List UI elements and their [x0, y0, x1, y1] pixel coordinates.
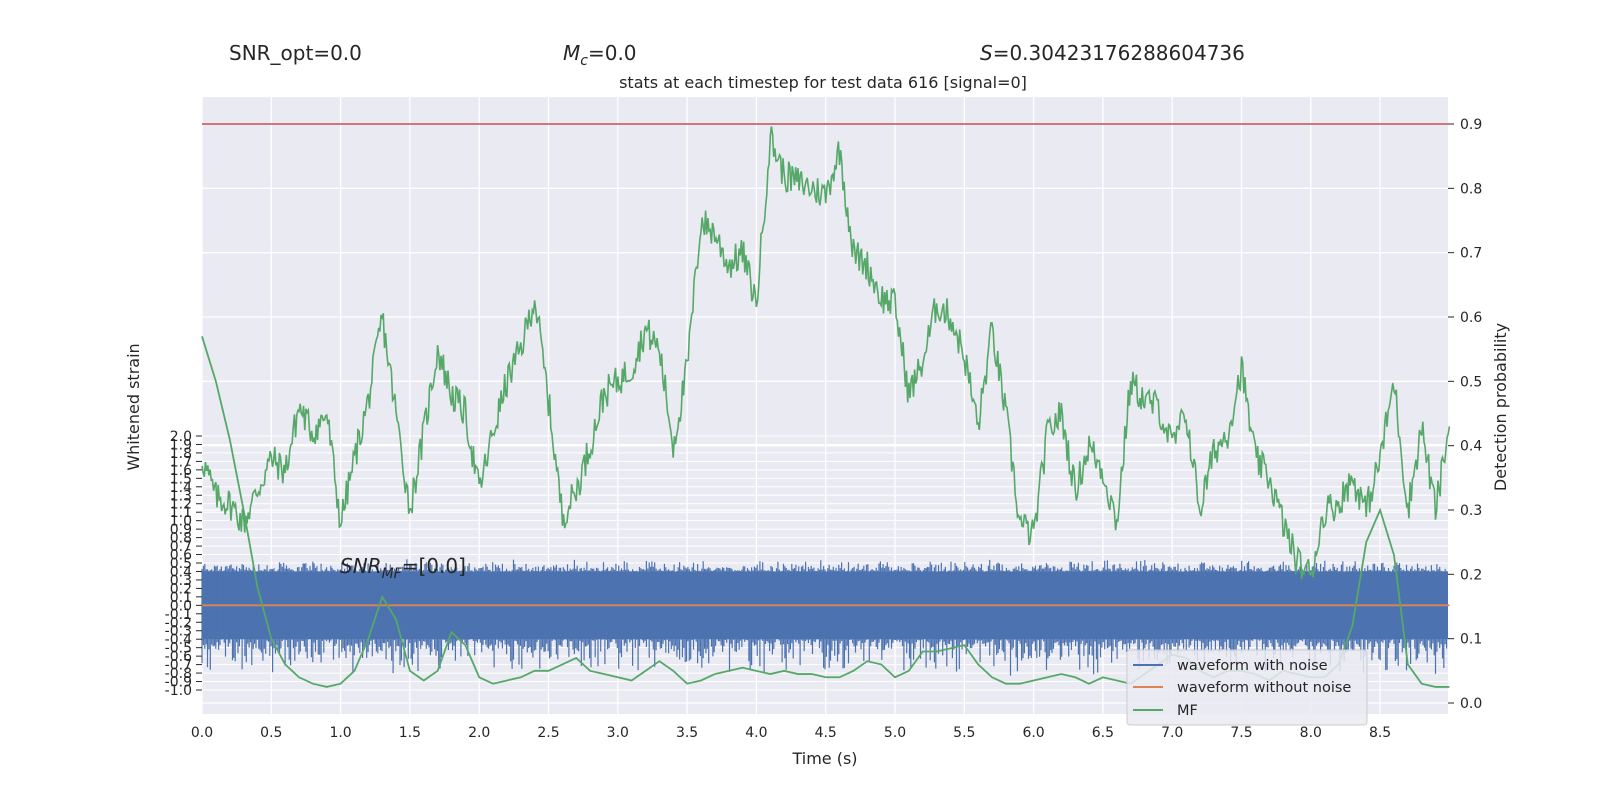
left-tick-label: 1.4	[170, 480, 192, 496]
snr-mf-symbol: SNR	[340, 554, 382, 578]
x-tick-label: 8.0	[1300, 725, 1322, 741]
s-stat-symbol: S	[980, 41, 993, 65]
legend-label-waveform-without-noise: waveform without noise	[1177, 680, 1351, 696]
right-tick-label: 0.6	[1460, 310, 1482, 326]
legend-label-mf: MF	[1177, 703, 1198, 719]
right-tick-label: 0.4	[1460, 439, 1482, 455]
legend-box	[1126, 649, 1368, 726]
snr-mf-value: =[0.0]	[402, 554, 466, 578]
left-tick-label: 0.0	[170, 598, 192, 614]
x-tick-label: 0.0	[191, 725, 213, 741]
x-tick-label: 3.5	[676, 725, 698, 741]
left-tick-label: 0.7	[170, 539, 192, 555]
left-tick-label: -0.6	[165, 649, 192, 665]
left-tick-label: -0.8	[165, 666, 192, 682]
left-tick-label: 1.7	[170, 454, 192, 470]
left-tick-label: 0.1	[170, 590, 192, 606]
x-axis-label: Time (s)	[791, 749, 857, 768]
x-tick-label: 3.0	[607, 725, 629, 741]
left-tick-label: 2.0	[170, 429, 192, 445]
left-tick-label: -0.4	[165, 632, 192, 648]
left-tick-label: 1.2	[170, 497, 192, 513]
left-tick-label: 1.8	[170, 446, 192, 462]
tick-labels: 0.0 0.5 1.0 1.5 2.0 2.5 3.0 3.5 4.0 4.5 5.0 5.5 6.0 6…	[165, 117, 1483, 741]
x-tick-label: 6.5	[1092, 725, 1114, 741]
snr-opt-text: SNR_opt=0.0	[229, 41, 362, 65]
left-tick-label: -0.3	[165, 624, 192, 640]
x-tick-label: 7.0	[1161, 725, 1183, 741]
right-tick-label: 0.7	[1460, 246, 1482, 262]
left-tick-label: 0.4	[170, 564, 192, 580]
x-tick-label: 0.5	[260, 725, 282, 741]
left-tick-label: -0.7	[165, 658, 192, 674]
legend: waveform with noise waveform without noi…	[1126, 649, 1368, 726]
x-tick-label: 1.5	[399, 725, 421, 741]
s-stat-text: S=0.30423176288604736	[980, 41, 1245, 65]
left-tick-label: 1.3	[170, 488, 192, 504]
left-tick-label: 1.1	[170, 505, 192, 521]
chirp-mass-text: Mc=0.0	[563, 41, 637, 69]
left-tick-label: 1.6	[170, 463, 192, 479]
x-tick-label: 8.5	[1369, 725, 1391, 741]
left-tick-label: 1.5	[170, 471, 192, 487]
x-tick-label: 5.0	[884, 725, 906, 741]
right-tick-label: 0.0	[1460, 696, 1482, 712]
left-tick-label: 0.8	[170, 531, 192, 547]
right-tick-label: 0.2	[1460, 567, 1482, 583]
left-tick-label: -0.1	[165, 607, 192, 623]
chirp-mass-subscript: c	[580, 53, 588, 69]
left-tick-label: 0.9	[170, 522, 192, 538]
chirp-mass-value: =0.0	[588, 41, 637, 65]
x-tick-label: 6.0	[1022, 725, 1044, 741]
right-tick-label: 0.1	[1460, 632, 1482, 648]
x-tick-label: 4.5	[815, 725, 837, 741]
left-tick-label: 1.9	[170, 437, 192, 453]
left-tick-label: -1.0	[165, 683, 192, 699]
detection-probability-line	[201, 126, 1451, 580]
left-tick-label: -0.5	[165, 641, 192, 657]
left-tick-label: -0.2	[165, 615, 192, 631]
right-tick-label: 0.3	[1460, 503, 1482, 519]
chirp-mass-symbol: M	[563, 41, 580, 65]
x-tick-label: 5.5	[953, 725, 975, 741]
x-tick-label: 4.0	[745, 725, 767, 741]
right-tick-label: 0.5	[1460, 374, 1482, 390]
right-tick-label: 0.8	[1460, 181, 1482, 197]
left-tick-label: 0.2	[170, 581, 192, 597]
right-tick-label: 0.9	[1460, 117, 1482, 133]
left-tick-label: 0.6	[170, 548, 192, 564]
snr-mf-annotation: SNRMF=[0.0]	[340, 554, 466, 582]
left-tick-label: 1.0	[170, 514, 192, 530]
x-tick-label: 1.0	[329, 725, 351, 741]
left-axis-label: Whitened strain	[124, 343, 143, 470]
s-stat-value: =0.30423176288604736	[993, 41, 1245, 65]
left-tick-label: 0.3	[170, 573, 192, 589]
left-tick-label: -0.9	[165, 675, 192, 691]
x-tick-label: 2.0	[468, 725, 490, 741]
snr-mf-subscript: MF	[382, 566, 403, 582]
x-tick-label: 2.5	[537, 725, 559, 741]
legend-label-waveform-with-noise: waveform with noise	[1177, 658, 1328, 674]
chart-title: stats at each timestep for test data 616…	[619, 73, 1027, 92]
right-axis-label: Detection probability	[1491, 323, 1510, 491]
left-tick-label: 0.5	[170, 556, 192, 572]
x-tick-label: 7.5	[1230, 725, 1252, 741]
